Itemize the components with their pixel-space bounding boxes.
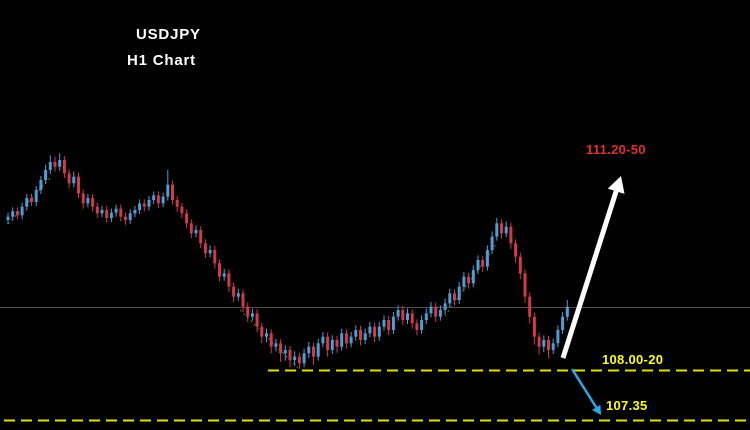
chart-title: USDJPY H1 Chart [127,22,201,74]
symbol-label: USDJPY [136,26,201,43]
target-zone-label: 111.20-50 [586,142,646,157]
lower-support-label: 107.35 [606,398,648,413]
timeframe-label: H1 Chart [127,52,196,69]
support-zone-label: 108.00-20 [602,352,664,367]
